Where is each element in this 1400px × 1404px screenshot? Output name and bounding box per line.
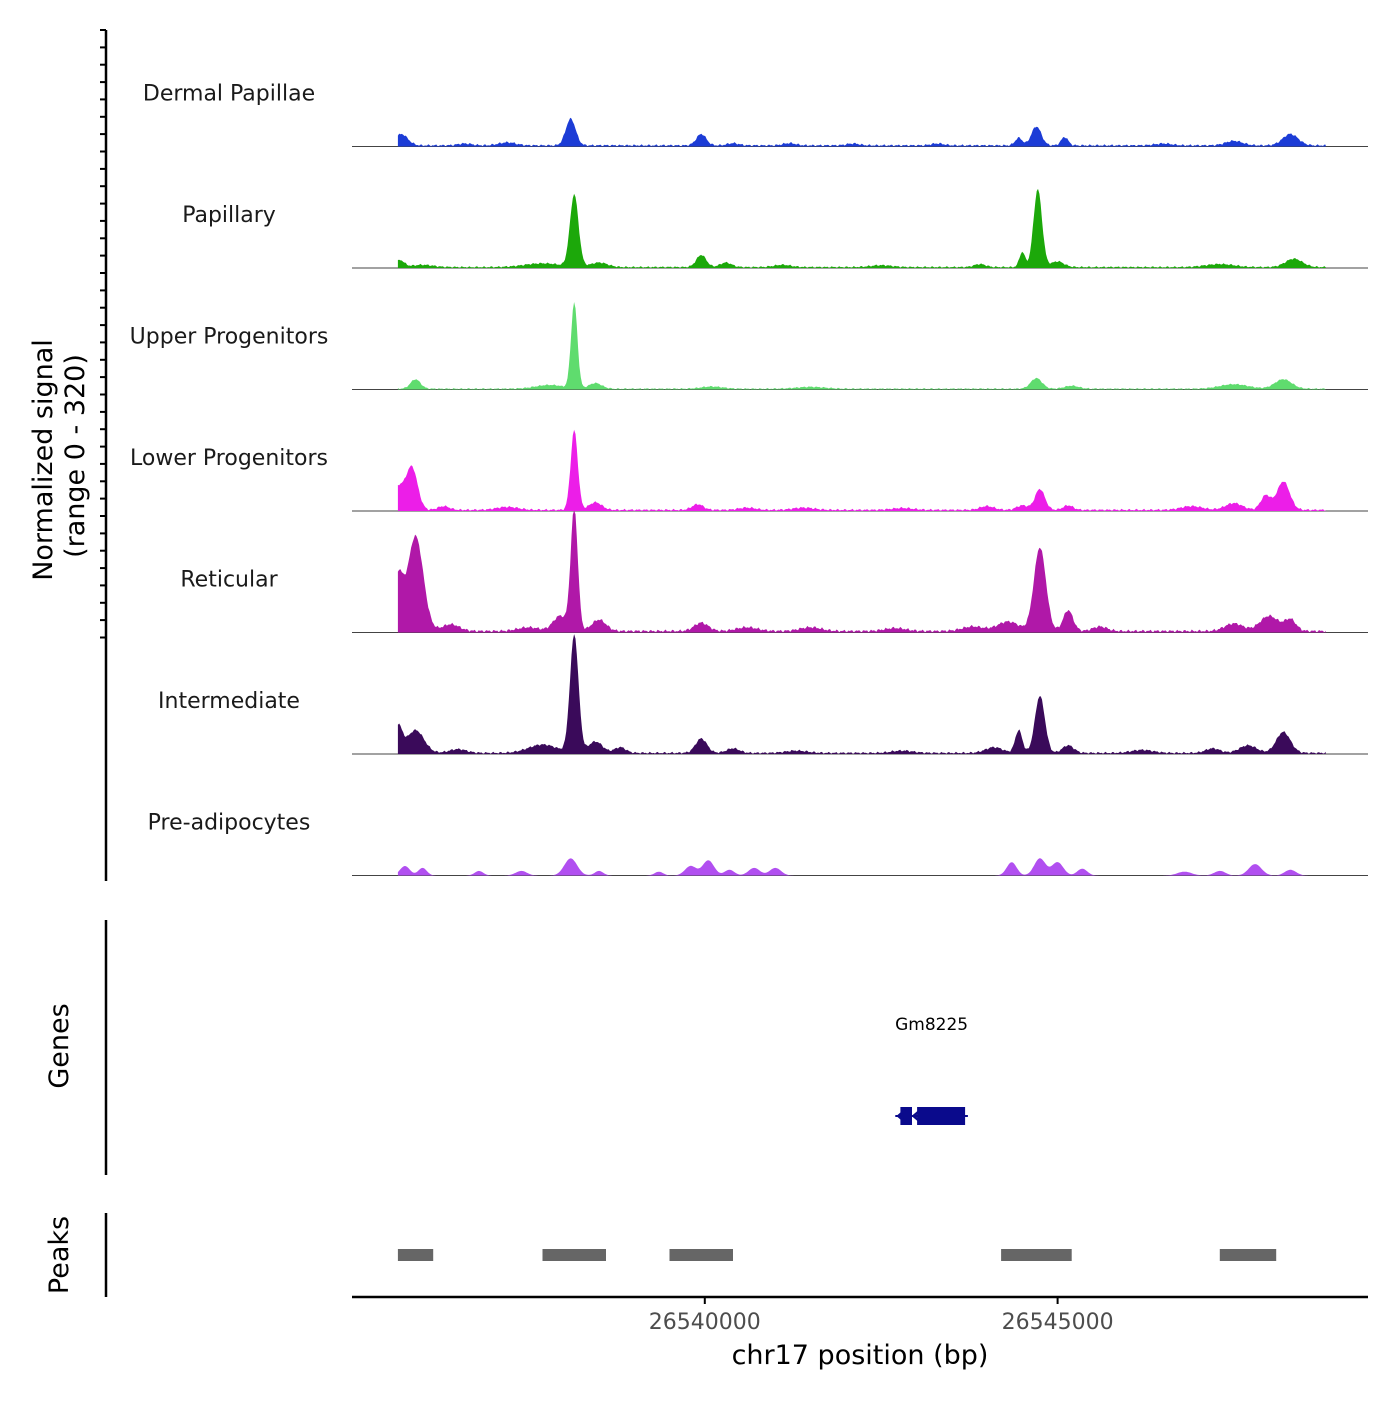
- peak-region: [669, 1249, 733, 1261]
- signal-area: [397, 188, 1326, 268]
- gene-strand-arrow: [896, 1109, 907, 1123]
- gene-label: Gm8225: [895, 1015, 968, 1035]
- gene-exon: [917, 1107, 966, 1125]
- signal-area: [397, 429, 1326, 511]
- x-tick-label: 26540000: [649, 1310, 761, 1335]
- track-label: Intermediate: [158, 689, 300, 714]
- track-label: Reticular: [180, 568, 278, 593]
- track-label: Dermal Papillae: [143, 82, 315, 107]
- track-label: Upper Progenitors: [130, 325, 329, 350]
- peak-region: [1001, 1249, 1072, 1261]
- gene-strand-arrow: [911, 1110, 921, 1122]
- signal-track: Intermediate: [158, 634, 1368, 755]
- genes-track-title: Genes: [44, 1003, 75, 1088]
- peak-track: [104, 1213, 1277, 1297]
- x-tick-label: 26545000: [1002, 1310, 1114, 1335]
- peak-region: [542, 1249, 606, 1261]
- gene-model: Gm8225: [895, 1015, 968, 1125]
- signal-area: [397, 634, 1326, 754]
- signal-track: Dermal Papillae: [143, 82, 1368, 147]
- gene-exon: [900, 1107, 912, 1125]
- peaks-track-title: Peaks: [44, 1216, 75, 1294]
- track-label: Lower Progenitors: [130, 446, 328, 471]
- peak-region: [1219, 1249, 1277, 1261]
- track-label: Papillary: [182, 203, 276, 228]
- signal-area: [397, 302, 1326, 390]
- peak-region: [397, 1249, 434, 1261]
- signal-track: Reticular: [180, 510, 1368, 633]
- track-label: Pre-adipocytes: [148, 811, 311, 836]
- signal-track: Pre-adipocytes: [148, 811, 1368, 876]
- y-axis-title: Normalized signal: [28, 339, 59, 581]
- signal-tracks: Dermal Papillae Papillary Upper Progenitor…: [100, 29, 1368, 881]
- y-axis-range-label: (range 0 - 320): [60, 354, 91, 558]
- x-axis-title: chr17 position (bp): [732, 1340, 989, 1371]
- signal-area: [397, 117, 1326, 147]
- signal-track: Lower Progenitors: [130, 429, 1368, 512]
- gene-track: Gm8225: [104, 920, 968, 1175]
- signal-area: [397, 510, 1326, 633]
- signal-track: Papillary: [182, 188, 1368, 269]
- signal-track: Upper Progenitors: [130, 302, 1368, 390]
- signal-area: [397, 858, 1326, 876]
